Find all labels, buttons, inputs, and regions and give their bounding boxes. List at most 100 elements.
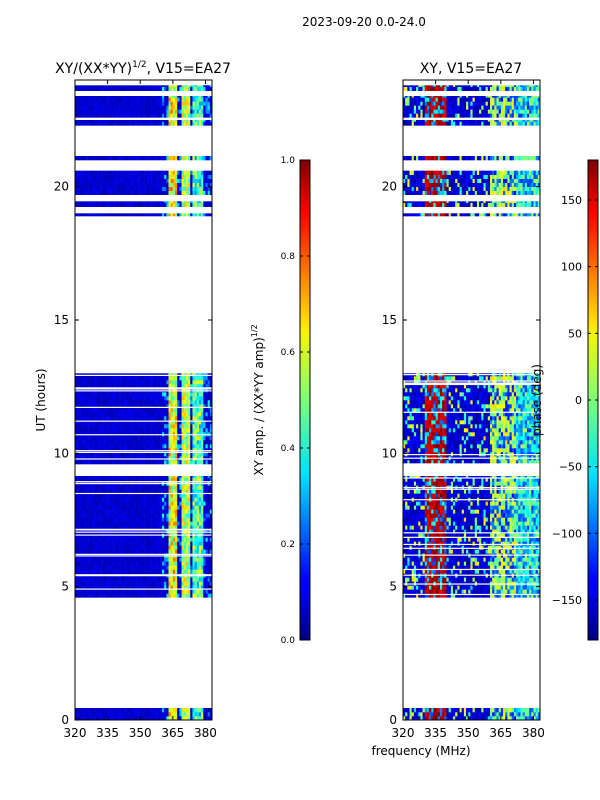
heatmap-cell: [109, 589, 113, 594]
heatmap-cell: [207, 712, 211, 717]
heatmap-cell: [198, 105, 202, 110]
heatmap-cell: [198, 525, 202, 530]
heatmap-cell: [516, 716, 519, 720]
heatmap-cell: [142, 408, 145, 413]
heatmap-cell: [207, 86, 211, 91]
heatmap-cell: [153, 96, 156, 98]
heatmap-cell: [92, 545, 95, 550]
heatmap-cell: [140, 388, 143, 393]
heatmap-cell: [203, 569, 206, 574]
heatmap-cell: [116, 436, 119, 441]
heatmap-cell: [118, 525, 121, 530]
heatmap-cell: [203, 101, 206, 106]
heatmap-cell: [201, 497, 204, 502]
heatmap-cell: [135, 202, 139, 207]
heatmap-cell: [196, 392, 200, 397]
heatmap-cell: [179, 440, 182, 445]
heatmap-cell: [127, 509, 130, 514]
heatmap-cell: [129, 549, 132, 554]
heatmap-cell: [81, 388, 84, 393]
heatmap-cell: [131, 581, 135, 586]
heatmap-cell: [142, 517, 145, 522]
heatmap-cell: [133, 712, 137, 717]
heatmap-cell: [125, 497, 128, 502]
heatmap-cell: [194, 529, 198, 534]
heatmap-cell: [140, 170, 143, 175]
heatmap-cell: [77, 585, 80, 590]
heatmap-cell: [181, 585, 185, 590]
heatmap-cell: [188, 388, 191, 393]
heatmap-cell: [116, 97, 119, 102]
heatmap-cell: [146, 549, 150, 554]
heatmap-cell: [170, 109, 174, 114]
heatmap-cell: [90, 170, 93, 175]
heatmap-cell: [155, 517, 158, 522]
heatmap-cell: [125, 424, 128, 429]
heatmap-cell: [83, 400, 87, 405]
heatmap-cell: [196, 178, 200, 183]
heatmap-cell: [188, 436, 191, 441]
heatmap-cell: [140, 501, 143, 506]
heatmap-cell: [185, 525, 189, 530]
heatmap-cell: [85, 416, 89, 421]
heatmap-cell: [151, 452, 154, 457]
heatmap-cell: [181, 86, 185, 91]
heatmap-cell: [159, 201, 163, 203]
heatmap-cell: [170, 569, 174, 574]
heatmap-cell: [209, 408, 212, 413]
heatmap-cell: [183, 529, 187, 534]
heatmap-cell: [75, 424, 78, 429]
heatmap-cell: [127, 109, 130, 114]
heatmap-cell: [185, 202, 189, 207]
heatmap-cell: [120, 97, 124, 102]
heatmap-cell: [83, 424, 87, 429]
heatmap-cell: [161, 120, 165, 122]
heatmap-cell: [157, 113, 161, 118]
heatmap-cell: [75, 585, 78, 590]
heatmap-cell: [111, 452, 115, 457]
heatmap-cell: [183, 105, 187, 110]
heatmap-cell: [207, 493, 211, 498]
heatmap-cell: [201, 509, 204, 514]
heatmap-cell: [181, 497, 185, 502]
heatmap-cell: [146, 396, 150, 401]
heatmap-cell: [105, 400, 108, 405]
heatmap-cell: [203, 708, 206, 713]
heatmap-cell: [159, 561, 163, 566]
heatmap-cell: [77, 392, 80, 397]
heatmap-cell: [146, 97, 150, 102]
heatmap-cell: [151, 109, 154, 114]
heatmap-cell: [172, 493, 176, 498]
heatmap-cell: [144, 101, 148, 106]
heatmap-cell: [111, 460, 115, 465]
heatmap-cell: [190, 376, 193, 381]
heatmap-cell: [172, 561, 176, 566]
heatmap-cell: [90, 376, 93, 381]
heatmap-cell: [179, 174, 182, 179]
heatmap-cell: [209, 541, 212, 546]
heatmap-cell: [192, 712, 195, 717]
heatmap-cell: [127, 593, 130, 598]
heatmap-cell: [148, 541, 152, 546]
heatmap-cell: [107, 178, 111, 183]
heatmap-cell: [151, 96, 154, 98]
heatmap-cell: [131, 557, 135, 562]
heatmap-cell: [114, 174, 117, 179]
heatmap-cell: [77, 412, 80, 417]
heatmap-cell: [116, 545, 119, 550]
heatmap-cell: [144, 501, 148, 506]
heatmap-cell: [179, 589, 182, 594]
heatmap-cell: [201, 557, 204, 562]
heatmap-cell: [118, 120, 121, 122]
heatmap-cell: [109, 392, 113, 397]
heatmap-cell: [161, 541, 165, 546]
heatmap-cell: [185, 201, 189, 203]
heatmap-cell: [209, 120, 212, 122]
heatmap-cell: [120, 376, 124, 381]
heatmap-cell: [185, 186, 189, 191]
heatmap-cell: [88, 201, 91, 203]
heatmap-cell: [148, 476, 152, 478]
heatmap-cell: [79, 476, 82, 478]
heatmap-cell: [81, 120, 84, 122]
heatmap-cell: [164, 105, 167, 110]
